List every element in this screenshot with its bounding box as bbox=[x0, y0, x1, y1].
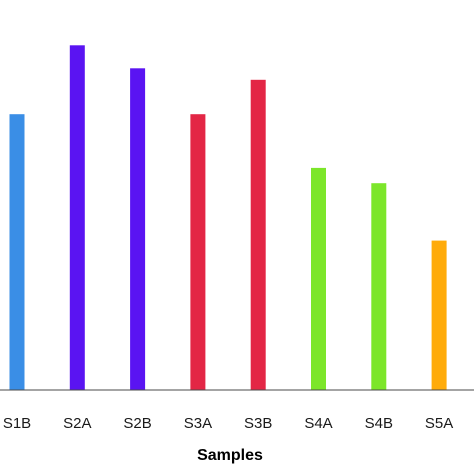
x-tick-label-s2b: S2B bbox=[123, 415, 151, 432]
x-tick-label-s3a: S3A bbox=[184, 415, 212, 432]
x-tick-label-s4b: S4B bbox=[365, 415, 393, 432]
bar-s3a bbox=[190, 114, 206, 390]
bar-s1b bbox=[9, 114, 25, 390]
bar-s2b bbox=[130, 68, 146, 391]
bar-s2a bbox=[69, 45, 85, 391]
x-tick-label-s2a: S2A bbox=[63, 415, 91, 432]
x-tick-label-s3b: S3B bbox=[244, 415, 272, 432]
bar-s3b bbox=[250, 79, 266, 391]
x-tick-labels: S1B S2A S2B S3A S3B S4A S4B S5A bbox=[3, 415, 453, 432]
bar-s4a bbox=[311, 167, 326, 390]
x-tick-label-s1b: S1B bbox=[3, 415, 31, 432]
x-tick-label-s4a: S4A bbox=[304, 415, 332, 432]
bar-s5a bbox=[431, 240, 447, 390]
x-axis-title: Samples bbox=[197, 447, 263, 464]
bar-s4b bbox=[371, 183, 387, 390]
bars-group bbox=[9, 45, 447, 391]
x-tick-label-s5a: S5A bbox=[425, 415, 453, 432]
